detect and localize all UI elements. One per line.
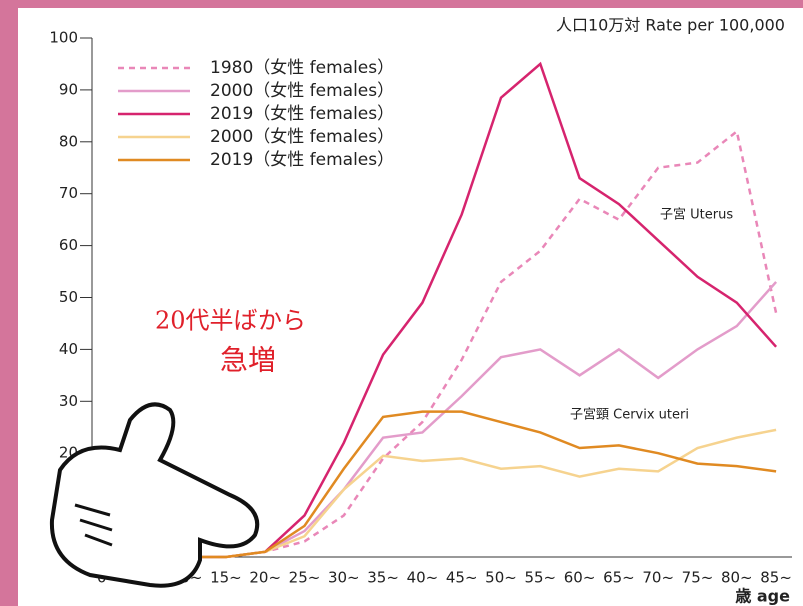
- y-tick-label: 80: [59, 132, 78, 150]
- x-tick-label: 60~: [564, 569, 596, 587]
- x-tick-label: 65~: [603, 569, 635, 587]
- legend-label: 2000（女性 females）: [210, 81, 394, 101]
- y-tick-label: 60: [59, 236, 78, 254]
- unit-label: 人口10万対 Rate per 100,000: [556, 16, 785, 35]
- x-tick-label: 85~: [760, 569, 792, 587]
- x-tick-label: 70~: [642, 569, 674, 587]
- x-tick-label: 15~: [210, 569, 242, 587]
- legend-label: 2019（女性 females）: [210, 150, 394, 170]
- page: 人口10万対 Rate per 100,000 歳 age 子宮 Uterus …: [0, 0, 803, 606]
- y-tick-label: 30: [59, 392, 78, 410]
- x-tick-label: 45~: [446, 569, 478, 587]
- y-tick-label: 70: [59, 184, 78, 202]
- x-tick-label: 25~: [289, 569, 321, 587]
- legend-label: 1980（女性 females）: [210, 58, 394, 78]
- annotation: 20代半ばから: [155, 307, 306, 335]
- x-axis-label: 歳 age: [735, 587, 790, 606]
- x-tick-label: 35~: [367, 569, 399, 587]
- y-tick-label: 100: [49, 29, 78, 47]
- annotation: 子宮頸 Cervix uteri: [570, 407, 689, 423]
- legend-label: 2019（女性 females）: [210, 104, 394, 124]
- x-tick-label: 30~: [328, 569, 360, 587]
- y-tick-label: 50: [59, 288, 78, 306]
- x-tick-label: 50~: [485, 569, 517, 587]
- legend-label: 2000（女性 females）: [210, 127, 394, 147]
- x-tick-label: 20~: [249, 569, 281, 587]
- x-tick-label: 40~: [407, 569, 439, 587]
- chart: 人口10万対 Rate per 100,000 歳 age 子宮 Uterus …: [0, 0, 803, 606]
- annotation: 子宮 Uterus: [660, 207, 733, 223]
- x-tick-label: 80~: [721, 569, 753, 587]
- x-tick-label: 55~: [524, 569, 556, 587]
- x-tick-label: 75~: [682, 569, 714, 587]
- y-tick-label: 40: [59, 340, 78, 358]
- annotation: 急増: [220, 344, 276, 377]
- y-tick-label: 90: [59, 80, 78, 98]
